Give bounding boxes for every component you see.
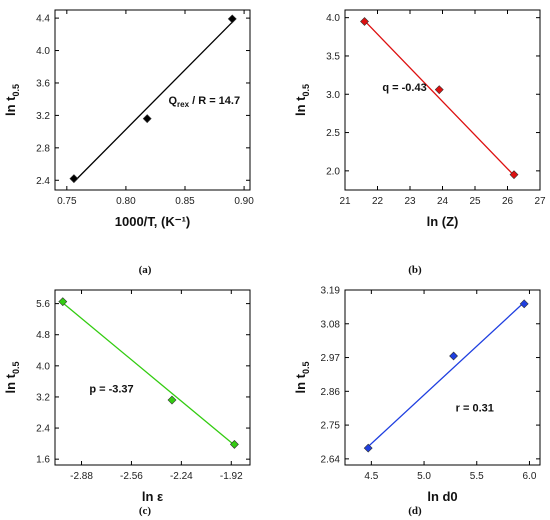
y-axis-label: ln t0.5: [3, 84, 21, 116]
panel-caption: (b): [408, 264, 422, 276]
fit-line: [73, 21, 233, 183]
data-point: [360, 17, 369, 26]
x-tick-label: 4.5: [364, 471, 378, 482]
y-tick-label: 3.5: [326, 51, 340, 62]
x-tick-label: 25: [469, 196, 481, 207]
x-tick-label: 0.90: [234, 196, 254, 207]
x-tick-label: 0.80: [116, 196, 136, 207]
x-axis-label: ln (Z): [427, 214, 459, 229]
data-point: [227, 14, 237, 24]
plot-frame: [54, 289, 251, 466]
y-axis-label: ln t0.5: [293, 84, 311, 116]
data-point: [58, 297, 68, 307]
y-tick-label: 3.08: [321, 319, 341, 330]
fit-line: [62, 302, 235, 446]
data-point: [229, 439, 239, 449]
fit-line: [364, 20, 515, 176]
y-tick-label: 2.4: [36, 424, 50, 435]
y-tick-label: 4.8: [36, 330, 50, 341]
x-tick-label: 22: [372, 196, 384, 207]
x-tick-label: 0.85: [175, 196, 195, 207]
x-tick-label: -2.24: [170, 471, 193, 482]
y-tick-label: 3.6: [36, 78, 50, 89]
x-axis-label: 1000/T, (K⁻¹): [115, 214, 191, 229]
plot-frame: [344, 9, 541, 191]
y-tick-label: 1.6: [36, 455, 50, 466]
data-point: [434, 85, 444, 95]
slope-annotation: Qrex / R = 14.7: [168, 95, 240, 109]
y-axis-label: ln t0.5: [3, 361, 21, 393]
x-tick-label: 5.5: [470, 471, 484, 482]
x-tick-label: 0.75: [57, 196, 77, 207]
fit-line: [367, 301, 525, 448]
x-tick-label: 27: [534, 196, 546, 207]
y-tick-label: 2.0: [326, 166, 340, 177]
y-tick-label: 3.0: [326, 90, 340, 101]
y-tick-label: 2.64: [321, 454, 341, 465]
chart-panel-1: 0.75 0.80 0.85 0.90 2.4 2.8 3.2 3.6 4.0 4.4 Qrex /…: [3, 9, 254, 276]
x-tick-label: -2.88: [70, 471, 93, 482]
y-tick-label: 4.0: [36, 361, 50, 372]
x-tick-label: -1.92: [220, 471, 243, 482]
y-tick-label: 2.4: [36, 176, 50, 187]
chart-panel-4: 4.5 5.0 5.5 6.0 2.64 2.75 2.86 2.97 3.08 3.19 r = …: [293, 286, 541, 517]
data-point: [509, 170, 519, 180]
x-axis-label: ln d0: [427, 489, 457, 504]
slope-annotation: p = -3.37: [89, 383, 133, 395]
x-tick-label: 21: [339, 196, 351, 207]
slope-annotation: q = -0.43: [382, 82, 426, 94]
y-tick-label: 4.0: [36, 46, 50, 57]
plot-frame: [54, 9, 251, 191]
y-tick-label: 3.2: [36, 111, 50, 122]
panel-caption: (d): [408, 505, 422, 517]
data-point: [69, 174, 79, 184]
data-point: [167, 395, 177, 405]
y-tick-label: 3.19: [321, 286, 341, 297]
panel-caption: (c): [139, 505, 152, 517]
x-tick-label: 5.0: [417, 471, 431, 482]
x-tick-label: 26: [502, 196, 514, 207]
y-tick-label: 5.6: [36, 299, 50, 310]
plot-frame: [344, 289, 541, 466]
x-tick-label: 6.0: [523, 471, 537, 482]
x-tick-label: 23: [404, 196, 416, 207]
x-tick-label: -2.56: [120, 471, 143, 482]
y-tick-label: 2.8: [36, 143, 50, 154]
data-point: [142, 114, 152, 124]
y-tick-label: 4.4: [36, 14, 50, 25]
y-tick-label: 2.86: [321, 387, 341, 398]
chart-panel-3: -2.88 -2.56 -2.24 -1.92 1.6 2.4 3.2 4.0 4.8 5.6 p …: [3, 289, 251, 517]
y-tick-label: 2.97: [321, 353, 341, 364]
panel-caption: (a): [139, 264, 152, 276]
x-tick-label: 24: [437, 196, 449, 207]
data-point: [519, 299, 529, 309]
y-tick-label: 3.2: [36, 392, 50, 403]
x-axis-label: ln ε: [142, 489, 163, 504]
chart-panel-2: 21 22 23 24 25 26 27 2.0 2.5 3.0 3.5 4.0 q = -0.43 ln…: [293, 9, 546, 276]
data-point: [363, 443, 373, 453]
y-tick-label: 2.5: [326, 128, 340, 139]
y-tick-label: 2.75: [321, 421, 341, 432]
y-axis-label: ln t0.5: [293, 361, 311, 393]
slope-annotation: r = 0.31: [456, 402, 494, 414]
data-point: [449, 351, 458, 361]
y-tick-label: 4.0: [326, 13, 340, 24]
